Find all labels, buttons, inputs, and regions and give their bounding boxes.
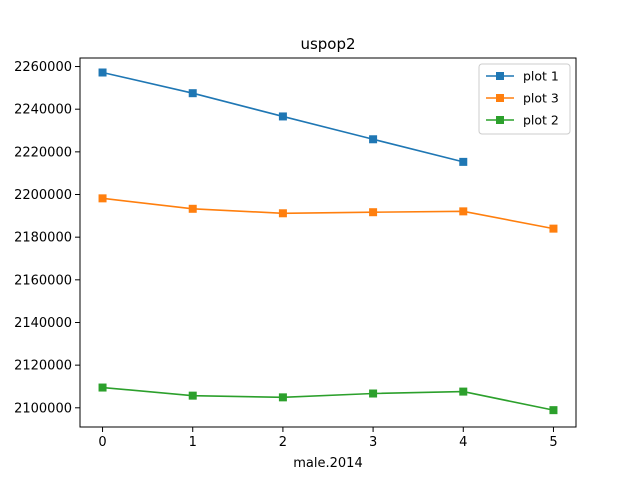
data-point (459, 207, 468, 216)
legend: plot 1 plot 3 plot 2 (478, 63, 571, 135)
plot-area (98, 68, 558, 415)
y-axis: 2100000 2120000 2140000 2160000 2180000 22000… (14, 60, 80, 416)
legend-entry-label: plot 2 (523, 113, 559, 128)
y-tick-label: 2120000 (14, 359, 72, 374)
data-point (459, 157, 468, 166)
legend-entry-label: plot 1 (523, 69, 559, 84)
data-point (369, 135, 378, 144)
legend-swatch-marker (496, 72, 504, 80)
axes-frame (79, 57, 577, 428)
data-point (278, 393, 287, 402)
data-point (278, 112, 287, 121)
y-tick-label: 2240000 (14, 103, 72, 118)
y-tick-label: 2260000 (14, 60, 72, 75)
chart-title: uspop2 (300, 35, 355, 53)
data-point (369, 208, 378, 217)
y-tick-label: 2140000 (14, 316, 72, 331)
series-line-3 (102, 386, 554, 411)
data-point (369, 389, 378, 398)
data-point (188, 204, 197, 213)
y-tick-label: 2180000 (14, 231, 72, 246)
data-point (188, 391, 197, 400)
x-tick-label: 0 (98, 435, 106, 450)
series-line-2 (102, 197, 554, 230)
x-axis: 0 1 2 3 4 5 (98, 427, 558, 450)
y-tick-label: 2220000 (14, 145, 72, 160)
data-point (188, 89, 197, 98)
y-tick-label: 2100000 (14, 401, 72, 416)
data-point (98, 383, 107, 392)
x-axis-label: male.2014 (293, 456, 362, 471)
data-point (549, 406, 558, 415)
data-point (278, 209, 287, 218)
x-tick-label: 5 (549, 435, 557, 450)
data-point (459, 387, 468, 396)
data-point (98, 194, 107, 203)
x-tick-label: 3 (369, 435, 377, 450)
legend-swatch-marker (496, 116, 504, 124)
x-tick-label: 4 (459, 435, 467, 450)
legend-swatch-marker (496, 94, 504, 102)
data-point (549, 224, 558, 233)
y-tick-label: 2200000 (14, 188, 72, 203)
x-tick-label: 2 (279, 435, 287, 450)
y-tick-label: 2160000 (14, 273, 72, 288)
legend-entry-label: plot 3 (523, 91, 559, 106)
x-tick-label: 1 (189, 435, 197, 450)
data-point (98, 68, 107, 77)
